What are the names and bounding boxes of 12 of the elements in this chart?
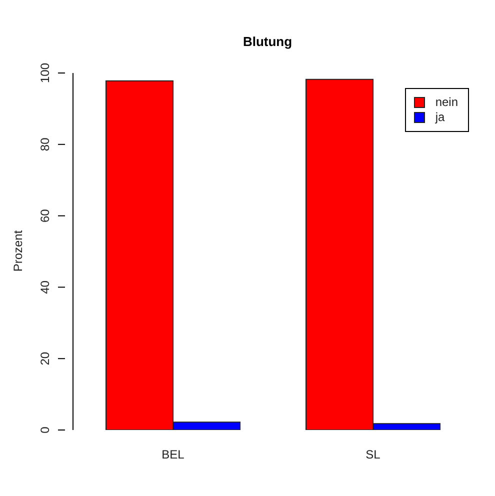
y-tick-label: 60 [38,208,52,222]
y-tick-label: 40 [38,280,52,294]
chart-title: Blutung [242,34,292,49]
y-axis-title: Prozent [11,230,25,272]
legend-label: nein [435,95,458,110]
x-tick-label: BEL [162,448,185,462]
y-tick-label: 80 [38,137,52,152]
x-tick-label: SL [366,448,381,462]
y-tick-label: 0 [38,426,52,434]
y-tick-label: 20 [38,352,52,366]
y-tick-label: 100 [38,62,52,84]
legend-label: ja [435,110,445,125]
